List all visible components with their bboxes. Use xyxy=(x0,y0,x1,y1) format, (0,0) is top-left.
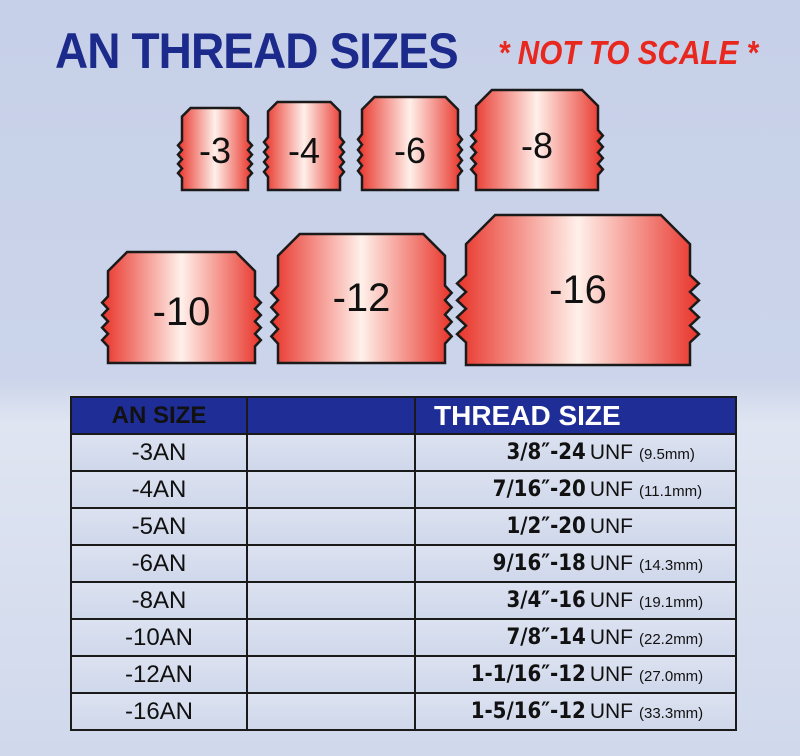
table-row: -6AN 9/16″-18 UNF (14.3mm) xyxy=(70,544,737,583)
thread-spec: 7/8″-14 xyxy=(506,625,586,650)
header-thread-size: THREAD SIZE xyxy=(414,396,737,435)
an-size-cell: -10AN xyxy=(70,618,248,657)
thread-size-cell: 9/16″-18 UNF (14.3mm) xyxy=(414,544,737,583)
thread-size-cell: 1-5/16″-12 UNF (33.3mm) xyxy=(414,692,737,731)
fitting-label: -8 xyxy=(521,125,553,166)
fitting-label: -3 xyxy=(199,130,231,171)
fitting-label: -10 xyxy=(153,290,211,334)
metric-size: (9.5mm) xyxy=(639,446,695,463)
table-row: -12AN 1-1/16″-12 UNF (27.0mm) xyxy=(70,655,737,694)
thread-size-cell: 7/8″-14 UNF (22.2mm) xyxy=(414,618,737,657)
thread-spec: 3/8″-24 xyxy=(506,440,586,465)
header-an-size: AN SIZE xyxy=(70,396,248,435)
table-row: -5AN 1/2″-20 UNF xyxy=(70,507,737,546)
fitting-shape xyxy=(356,95,464,192)
thread-size-cell: 1-1/16″-12 UNF (27.0mm) xyxy=(414,655,737,694)
fitting-shape xyxy=(100,250,263,365)
metric-size: (14.3mm) xyxy=(639,557,704,574)
metric-size: (11.1mm) xyxy=(639,483,703,500)
blank-cell xyxy=(246,581,416,620)
thread-spec: 7/16″-20 xyxy=(492,477,586,502)
thread-unit: UNF xyxy=(589,663,633,686)
blank-cell xyxy=(246,618,416,657)
metric-size: (22.2mm) xyxy=(639,631,704,648)
fitting-shape xyxy=(469,88,605,192)
an-size-cell: -12AN xyxy=(70,655,248,694)
table-row: -16AN 1-5/16″-12 UNF (33.3mm) xyxy=(70,692,737,731)
table-row: -3AN 3/8″-24 UNF (9.5mm) xyxy=(70,433,737,472)
not-to-scale-note: * NOT TO SCALE * xyxy=(498,34,759,71)
an-size-cell: -6AN xyxy=(70,544,248,583)
fitting-shape xyxy=(455,213,701,367)
thread-unit: UNF xyxy=(589,700,633,723)
blank-cell xyxy=(246,470,416,509)
table-header-row: AN SIZE THREAD SIZE xyxy=(70,396,737,435)
thread-unit: UNF xyxy=(589,478,633,501)
table-row: -4AN 7/16″-20 UNF (11.1mm) xyxy=(70,470,737,509)
thread-spec: 9/16″-18 xyxy=(492,551,586,576)
thread-spec: 1/2″-20 xyxy=(506,514,586,539)
fitting-shape xyxy=(269,232,454,365)
fitting-label: -4 xyxy=(288,130,320,171)
blank-cell xyxy=(246,655,416,694)
thread-spec: 3/4″-16 xyxy=(506,588,586,613)
blank-cell xyxy=(246,433,416,472)
blank-cell xyxy=(246,544,416,583)
fitting-label: -12 xyxy=(333,276,391,320)
header-blank xyxy=(246,396,416,435)
an-size-cell: -4AN xyxy=(70,470,248,509)
page-title: AN THREAD SIZES xyxy=(55,23,459,79)
thread-unit: UNF xyxy=(589,626,633,649)
an-size-cell: -8AN xyxy=(70,581,248,620)
fitting-label: -16 xyxy=(549,268,607,312)
thread-unit: UNF xyxy=(589,589,633,612)
thread-size-cell: 1/2″-20 UNF xyxy=(414,507,737,546)
an-size-cell: -3AN xyxy=(70,433,248,472)
thread-spec: 1-1/16″-12 xyxy=(470,662,586,687)
table-row: -8AN 3/4″-16 UNF (19.1mm) xyxy=(70,581,737,620)
blank-cell xyxy=(246,507,416,546)
thread-unit: UNF xyxy=(589,552,633,575)
thread-spec: 1-5/16″-12 xyxy=(470,699,586,724)
thread-size-cell: 3/4″-16 UNF (19.1mm) xyxy=(414,581,737,620)
thread-unit: UNF xyxy=(589,441,633,464)
fittings-illustration: -3 -4 -6 -8 -10 -12 -16 xyxy=(100,88,701,367)
fitting-shape xyxy=(176,106,254,192)
fitting-label: -6 xyxy=(394,130,426,171)
thread-size-cell: 3/8″-24 UNF (9.5mm) xyxy=(414,433,737,472)
fitting-shape xyxy=(262,100,346,192)
metric-size: (27.0mm) xyxy=(639,668,704,685)
an-size-cell: -5AN xyxy=(70,507,248,546)
metric-size: (33.3mm) xyxy=(639,705,704,722)
thread-unit: UNF xyxy=(589,515,633,538)
thread-size-table: AN SIZE THREAD SIZE -3AN 3/8″-24 UNF (9.5m… xyxy=(70,396,737,731)
table-row: -10AN 7/8″-14 UNF (22.2mm) xyxy=(70,618,737,657)
an-size-cell: -16AN xyxy=(70,692,248,731)
blank-cell xyxy=(246,692,416,731)
metric-size: (19.1mm) xyxy=(639,594,704,611)
thread-size-cell: 7/16″-20 UNF (11.1mm) xyxy=(414,470,737,509)
